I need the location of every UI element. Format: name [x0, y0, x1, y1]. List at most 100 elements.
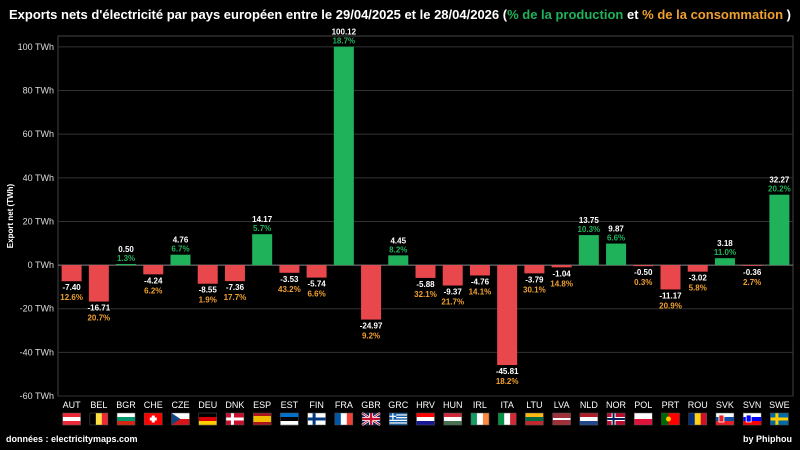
value-label: 13.75	[579, 216, 600, 225]
percent-label: 1.3%	[117, 254, 135, 263]
author-credit: by Phiphou	[743, 434, 792, 444]
bar-ltu	[524, 265, 545, 274]
percent-label: 10.3%	[577, 225, 600, 234]
value-label: -4.76	[471, 277, 490, 286]
value-label: 9.87	[608, 225, 624, 234]
bar-gbr	[361, 265, 382, 320]
value-label: -7.36	[226, 283, 245, 292]
bar-nor	[606, 243, 627, 266]
flag-gbr-icon	[361, 411, 381, 427]
y-tick-label: 20 TWh	[23, 216, 54, 226]
percent-label: 43.2%	[278, 285, 301, 294]
value-label: -3.79	[525, 275, 544, 284]
percent-label: 6.7%	[171, 245, 189, 254]
percent-label: 20.2%	[768, 185, 791, 194]
flag-ltu-icon	[525, 412, 544, 426]
bar-svk	[714, 258, 735, 266]
bar-bel	[88, 265, 109, 302]
y-axis-label: Export net (TWh)	[6, 183, 15, 248]
x-tick-label: ROU	[688, 400, 708, 410]
flag-esp-icon	[252, 412, 272, 426]
percent-label: 5.8%	[689, 284, 707, 293]
x-tick-label: SVK	[716, 400, 734, 410]
x-tick-label: CHE	[144, 400, 163, 410]
percent-label: 6.6%	[307, 290, 325, 299]
flag-aut-icon	[62, 412, 81, 426]
value-label: -5.74	[307, 280, 326, 289]
x-tick-label: GBR	[361, 400, 381, 410]
flag-che-icon	[144, 412, 163, 426]
x-tick-label: SWE	[769, 400, 790, 410]
flag-ita-icon	[497, 412, 517, 426]
bar-swe	[769, 194, 790, 266]
value-label: -9.37	[444, 288, 463, 297]
bar-lva	[551, 265, 572, 268]
percent-label: 18.7%	[332, 37, 355, 46]
percent-label: 14.1%	[469, 287, 492, 296]
value-label: 32.27	[769, 176, 790, 185]
value-label: 100.12	[332, 28, 357, 37]
bar-dnk	[224, 265, 245, 282]
bar-irl	[469, 265, 490, 276]
x-tick-label: BGR	[116, 400, 136, 410]
x-tick-label: NOR	[606, 400, 627, 410]
value-label: -0.36	[743, 268, 762, 277]
bar-rou	[687, 265, 708, 272]
y-tick-label: -60 TWh	[20, 391, 54, 401]
x-tick-label: DNK	[225, 400, 244, 410]
percent-label: 17.7%	[224, 293, 247, 302]
percent-label: 9.2%	[362, 332, 380, 341]
flag-grc-icon	[389, 412, 408, 426]
value-label: -24.97	[360, 322, 383, 331]
bar-fin	[306, 265, 327, 278]
flag-irl-icon	[470, 412, 490, 426]
bar-nld	[578, 235, 599, 266]
value-label: -5.88	[416, 280, 435, 289]
x-tick-label: EST	[281, 400, 299, 410]
chart-title: Exports nets d'électricité par pays euro…	[0, 7, 800, 22]
x-tick-label: HRV	[416, 400, 435, 410]
percent-label: 2.7%	[743, 278, 761, 287]
x-tick-label: BEL	[90, 400, 107, 410]
percent-label: 30.1%	[523, 285, 546, 294]
value-label: -1.04	[552, 269, 571, 278]
flag-nor-icon	[606, 412, 626, 426]
data-source-credit: données : electricitymaps.com	[6, 434, 138, 444]
flag-hrv-icon	[416, 412, 435, 426]
x-tick-label: LTU	[526, 400, 542, 410]
percent-label: 1.9%	[199, 296, 217, 305]
y-tick-label: -20 TWh	[20, 304, 54, 314]
flag-bel-icon	[89, 412, 109, 426]
percent-label: 8.2%	[389, 245, 407, 254]
value-label: -4.24	[144, 276, 163, 285]
bar-aut	[61, 265, 82, 282]
value-label: -11.17	[659, 291, 682, 300]
value-label: -8.55	[199, 286, 218, 295]
bar-prt	[660, 265, 681, 290]
title-and: et	[623, 7, 643, 22]
bar-cze	[170, 254, 191, 266]
value-label: -45.81	[496, 367, 519, 376]
y-tick-label: 0 TWh	[28, 260, 54, 270]
x-tick-label: LVA	[554, 400, 570, 410]
x-tick-label: DEU	[198, 400, 217, 410]
title-consumption-pct: % de la consommation	[642, 7, 784, 22]
flag-nld-icon	[579, 412, 599, 426]
y-tick-label: 40 TWh	[23, 173, 54, 183]
bar-hrv	[415, 265, 436, 278]
y-tick-label: -40 TWh	[20, 347, 54, 357]
x-tick-label: FRA	[335, 400, 353, 410]
value-label: 4.45	[390, 236, 406, 245]
flag-bgr-icon	[116, 412, 136, 426]
value-label: -3.53	[280, 275, 299, 284]
flag-fra-icon	[334, 412, 354, 426]
x-tick-label: ESP	[253, 400, 271, 410]
x-tick-label: SVN	[743, 400, 762, 410]
bar-pol	[633, 265, 654, 267]
plot-frame	[57, 35, 794, 397]
flag-est-icon	[280, 412, 299, 426]
percent-label: 14.8%	[550, 279, 573, 288]
title-production-pct: % de la production	[507, 7, 624, 22]
bar-esp	[252, 234, 273, 266]
